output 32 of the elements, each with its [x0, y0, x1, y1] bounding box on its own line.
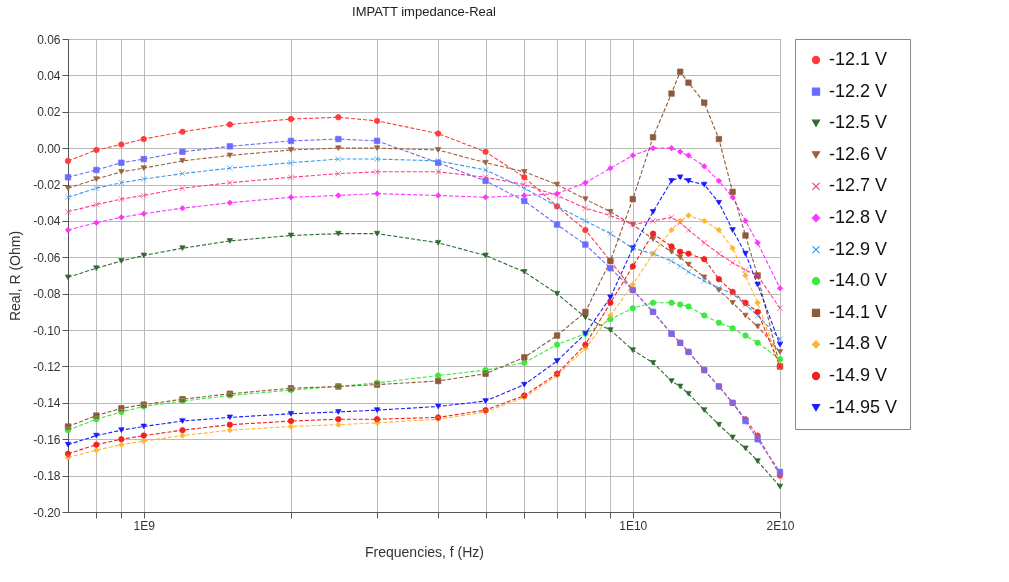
x-tick-label: 2E10 [766, 518, 795, 533]
legend-label: -14.0 V [829, 270, 888, 291]
chart-title: IMPATT impedance-Real [352, 4, 496, 19]
x-tick-label: 1E10 [619, 518, 648, 533]
y-tick-label: -0.18 [33, 469, 61, 484]
y-tick-label: -0.02 [33, 178, 61, 193]
y-tick-label: 0.06 [37, 32, 61, 47]
x-tick-label: 1E9 [133, 518, 156, 533]
y-axis-title: Real, R (Ohm) [7, 230, 24, 322]
y-tick-label: -0.06 [33, 250, 61, 265]
legend-label: -14.9 V [829, 365, 888, 385]
y-tick-label: -0.10 [33, 323, 61, 338]
legend-label: -12.1 V [829, 49, 888, 69]
y-tick-label: 0.04 [37, 68, 61, 83]
y-tick-label: 0.00 [37, 141, 61, 156]
y-tick-label: -0.20 [33, 505, 61, 520]
y-tick-label: -0.12 [33, 359, 61, 374]
legend-label: -12.5 V [829, 112, 888, 133]
legend-label: -12.9 V [829, 238, 888, 259]
legend-label: -14.8 V [829, 333, 888, 354]
legend-label: -12.6 V [829, 143, 888, 164]
legend-label: -14.95 V [829, 396, 898, 417]
legend-label: -12.8 V [829, 207, 888, 227]
legend-label: -14.1 V [829, 301, 888, 322]
legend-label: -12.2 V [829, 80, 888, 101]
legend-label: -12.7 V [829, 175, 888, 196]
y-tick-label: -0.08 [33, 287, 61, 302]
x-axis-title: Frequencies, f (Hz) [364, 543, 485, 560]
y-tick-label: -0.14 [33, 396, 61, 411]
y-tick-label: 0.02 [37, 105, 61, 120]
y-tick-label: -0.04 [33, 214, 61, 229]
y-tick-label: -0.16 [33, 432, 61, 447]
